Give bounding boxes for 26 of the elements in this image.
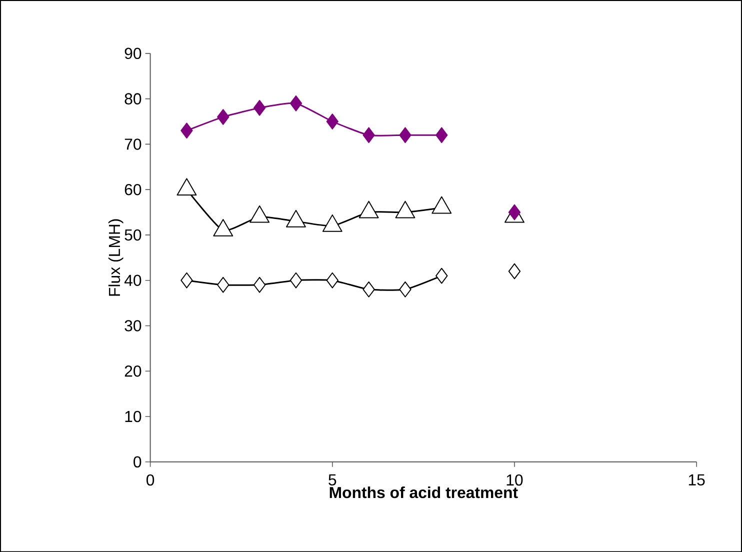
y-tick-label: 50: [124, 229, 142, 240]
x-tick-label: 5: [328, 474, 336, 486]
y-tick-label: 70: [124, 138, 142, 150]
x-tick-label: 0: [146, 474, 154, 486]
y-tick-label: 90: [124, 48, 142, 59]
y-tick-label: 0: [134, 456, 142, 468]
y-tick-label: 20: [124, 365, 142, 377]
point: [217, 276, 230, 293]
y-axis-title: Flux (LMH): [108, 219, 124, 296]
y-tick-label: 30: [124, 320, 142, 332]
x-axis-title: Months of acid treatment: [330, 486, 518, 498]
point: [436, 268, 448, 284]
point: [508, 204, 521, 220]
point: [180, 272, 193, 288]
x-tick-label: 10: [506, 474, 523, 486]
point: [290, 272, 302, 288]
point: [362, 281, 375, 298]
y-tick-label: 40: [124, 274, 142, 286]
x-tick-label: 15: [688, 474, 705, 486]
y-tick-label: 10: [125, 410, 142, 422]
point: [253, 276, 266, 293]
y-tick-label: 80: [124, 93, 142, 104]
point: [508, 263, 521, 280]
y-tick-label: 60: [124, 184, 142, 196]
point: [399, 281, 412, 298]
point: [326, 272, 338, 288]
